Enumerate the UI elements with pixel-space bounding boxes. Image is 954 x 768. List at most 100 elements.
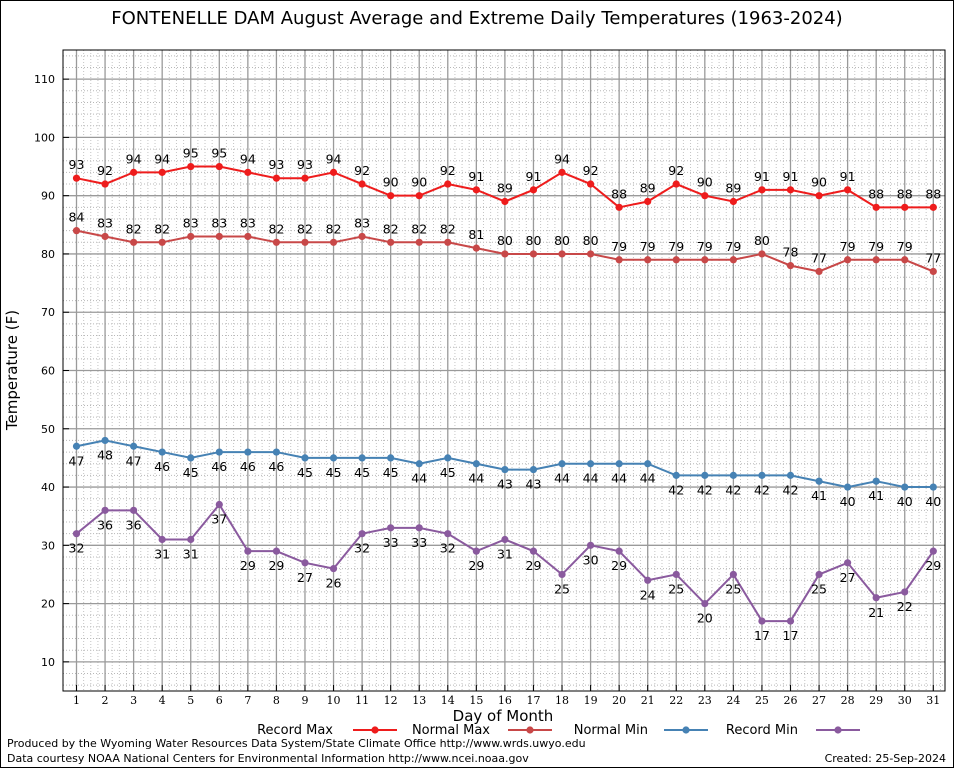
chart-title: FONTENELLE DAM August Average and Extrem… <box>111 8 843 29</box>
data-label: 30 <box>583 552 599 567</box>
x-tick-label: 14 <box>441 694 455 707</box>
data-label: 42 <box>754 482 770 497</box>
data-point <box>130 442 138 450</box>
data-label: 27 <box>840 570 856 585</box>
data-point <box>815 477 823 485</box>
data-label: 90 <box>697 175 713 190</box>
data-label: 83 <box>211 215 227 230</box>
data-point <box>701 599 709 608</box>
x-tick-label: 21 <box>641 694 655 707</box>
grid <box>63 50 945 691</box>
data-label: 88 <box>611 186 627 201</box>
data-point <box>415 238 423 246</box>
data-label: 91 <box>783 169 799 184</box>
data-label: 26 <box>326 576 342 591</box>
data-label: 94 <box>240 151 256 166</box>
data-label: 37 <box>211 512 227 527</box>
data-label: 78 <box>783 245 799 260</box>
data-label: 41 <box>868 488 884 503</box>
data-point <box>701 192 709 200</box>
data-point <box>72 174 81 182</box>
data-point <box>472 547 480 555</box>
data-label: 31 <box>183 546 199 561</box>
y-tick-label: 10 <box>41 656 55 669</box>
data-point <box>929 547 937 555</box>
data-point <box>501 535 509 544</box>
data-label: 21 <box>868 605 884 620</box>
data-point <box>758 617 766 625</box>
data-label: 94 <box>154 151 170 166</box>
x-tick-label: 30 <box>898 694 912 707</box>
legend-label: Record Max <box>257 723 333 738</box>
data-label: 89 <box>640 181 656 196</box>
data-label: 45 <box>354 465 370 480</box>
data-point <box>644 256 652 264</box>
data-point <box>844 186 852 194</box>
data-point <box>615 547 623 555</box>
data-point <box>387 238 395 246</box>
data-label: 44 <box>611 471 627 486</box>
data-label: 79 <box>611 239 627 254</box>
data-point <box>815 192 823 200</box>
data-point <box>358 180 366 188</box>
data-label: 42 <box>725 482 741 497</box>
created-date: Created: 25-Sep-2024 <box>824 752 946 765</box>
data-label: 44 <box>640 471 656 486</box>
x-tick-label: 27 <box>812 694 826 707</box>
data-point <box>729 197 737 206</box>
data-label: 93 <box>297 157 313 172</box>
data-point <box>329 238 338 246</box>
data-label: 82 <box>383 221 399 236</box>
data-point <box>586 541 595 549</box>
data-label: 40 <box>840 494 856 509</box>
data-point <box>444 454 452 462</box>
x-tick-label: 31 <box>926 694 940 707</box>
data-label: 92 <box>440 163 456 178</box>
data-label: 46 <box>154 459 170 474</box>
y-tick-label: 100 <box>34 131 55 144</box>
data-label: 42 <box>783 482 799 497</box>
x-tick-label: 24 <box>726 694 740 707</box>
data-label: 94 <box>326 151 342 166</box>
data-point <box>672 570 680 579</box>
data-point <box>215 162 223 171</box>
data-label: 92 <box>583 163 599 178</box>
data-point <box>844 256 852 264</box>
data-point <box>929 267 937 276</box>
x-tick-label: 20 <box>612 694 626 707</box>
data-point <box>472 186 480 194</box>
data-label: 82 <box>411 221 427 236</box>
data-point <box>329 565 338 573</box>
data-label: 83 <box>354 215 370 230</box>
legend-marker <box>371 726 379 734</box>
data-label: 79 <box>668 239 684 254</box>
data-point <box>158 238 166 246</box>
data-label: 93 <box>69 157 85 172</box>
data-point <box>72 530 81 538</box>
series-record-min: 32 36 36 31 31 37 29 29 27 26 32 33 33 32 29 31 29 25 30 29… <box>69 500 941 643</box>
data-point <box>101 232 109 241</box>
data-point <box>529 465 538 474</box>
data-point <box>187 162 195 171</box>
data-label: 32 <box>69 541 85 556</box>
data-label: 46 <box>240 459 256 474</box>
data-label: 45 <box>440 465 456 480</box>
data-point <box>901 588 909 596</box>
data-label: 79 <box>725 239 741 254</box>
data-label: 88 <box>897 186 913 201</box>
data-label: 36 <box>126 517 142 532</box>
data-point <box>786 617 795 625</box>
data-point <box>187 232 195 241</box>
x-tick-label: 28 <box>841 694 855 707</box>
data-point <box>815 570 823 579</box>
data-point <box>387 192 395 200</box>
data-label: 29 <box>526 558 542 573</box>
legend-label: Record Min <box>726 723 798 738</box>
data-point <box>215 232 223 241</box>
data-point <box>786 262 795 270</box>
data-point <box>130 506 138 514</box>
x-tick-label: 15 <box>469 694 483 707</box>
data-point <box>358 454 366 462</box>
data-label: 24 <box>640 587 656 602</box>
data-point <box>872 477 880 485</box>
